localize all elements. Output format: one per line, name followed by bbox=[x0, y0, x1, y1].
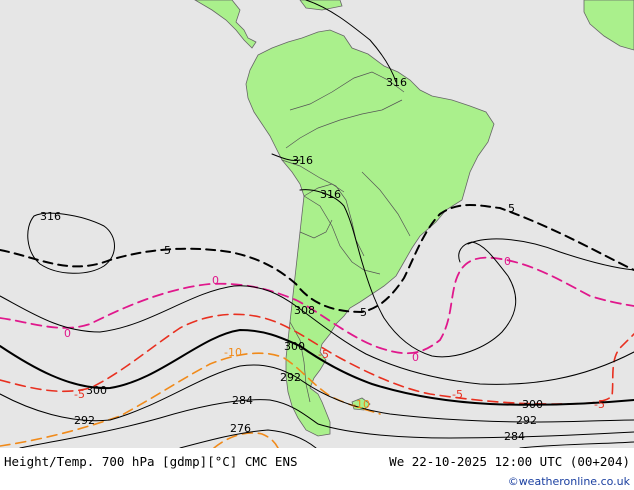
map-canvas: 316 316 316 316 308 300 300 300 292 292 … bbox=[0, 0, 634, 448]
isotherm-plus5 bbox=[0, 204, 634, 314]
isotherm-layer bbox=[0, 204, 634, 448]
label-isotherm-0-east: 0 bbox=[504, 255, 511, 268]
central-america bbox=[194, 0, 257, 49]
contour-labels: 316 316 316 316 308 300 300 300 292 292 … bbox=[40, 76, 605, 443]
height-316-east bbox=[467, 238, 634, 271]
height-contour-layer bbox=[0, 0, 634, 448]
height-316-south bbox=[299, 189, 517, 358]
label-height-292-patagonia: 292 bbox=[280, 371, 301, 384]
height-316-loop bbox=[27, 212, 115, 274]
label-height-316-west: 316 bbox=[40, 210, 61, 223]
south-america bbox=[245, 29, 495, 437]
label-isotherm-0-south: 0 bbox=[412, 351, 419, 364]
label-height-292-west: 292 bbox=[74, 414, 95, 427]
africa-corner bbox=[583, 0, 634, 51]
label-isotherm-0-west: 0 bbox=[64, 327, 71, 340]
label-height-292-east: 292 bbox=[516, 414, 537, 427]
label-height-284-east: 284 bbox=[504, 430, 525, 443]
label-isotherm-minus5-mid: -5 bbox=[452, 388, 463, 401]
borders-layer bbox=[281, 71, 411, 403]
isotherm-minus10-south bbox=[213, 432, 279, 448]
height-292 bbox=[0, 364, 634, 423]
height-276-east bbox=[519, 441, 634, 448]
height-300 bbox=[0, 328, 634, 406]
height-316-north bbox=[305, 0, 397, 83]
label-isotherm-0-north: 0 bbox=[212, 274, 219, 287]
label-height-284-west: 284 bbox=[232, 394, 253, 407]
caribbean-islands bbox=[299, 0, 343, 11]
label-isotherm-5-east: 5 bbox=[508, 202, 515, 215]
height-284 bbox=[19, 399, 634, 448]
height-316-mid bbox=[271, 153, 301, 161]
label-height-300-chile: 300 bbox=[284, 340, 305, 353]
label-isotherm-5-west: 5 bbox=[164, 244, 171, 257]
label-isotherm-minus5-chile: -5 bbox=[318, 348, 329, 361]
label-height-316-central: 316 bbox=[320, 188, 341, 201]
map-footer: Height/Temp. 700 hPa [gdmp][°C] CMC ENS … bbox=[0, 448, 634, 490]
site-credit[interactable]: ©weatheronline.co.uk bbox=[507, 475, 630, 488]
forecast-datetime: We 22-10-2025 12:00 UTC (00+204) bbox=[389, 454, 630, 469]
label-isotherm-5-coast: 5 bbox=[360, 306, 367, 319]
map-title: Height/Temp. 700 hPa [gdmp][°C] CMC ENS bbox=[4, 454, 298, 469]
label-height-316-northeast: 316 bbox=[386, 76, 407, 89]
isotherm-zero bbox=[0, 256, 634, 355]
label-isotherm-minus10-west: -10 bbox=[224, 346, 242, 359]
label-isotherm-minus5-west: -5 bbox=[74, 388, 85, 401]
isotherm-minus10 bbox=[0, 352, 381, 447]
height-276 bbox=[179, 429, 317, 448]
label-isotherm-minus10-south: -10 bbox=[352, 398, 370, 411]
isotherm-minus5 bbox=[0, 313, 634, 405]
weather-map: 316 316 316 316 308 300 300 300 292 292 … bbox=[0, 0, 634, 448]
label-isotherm-minus5-east: -5 bbox=[594, 398, 605, 411]
label-height-316-andes: 316 bbox=[292, 154, 313, 167]
label-height-300-east: 300 bbox=[522, 398, 543, 411]
label-height-300-west: 300 bbox=[86, 384, 107, 397]
label-height-276: 276 bbox=[230, 422, 251, 435]
height-308 bbox=[0, 285, 634, 385]
label-height-308: 308 bbox=[294, 304, 315, 317]
